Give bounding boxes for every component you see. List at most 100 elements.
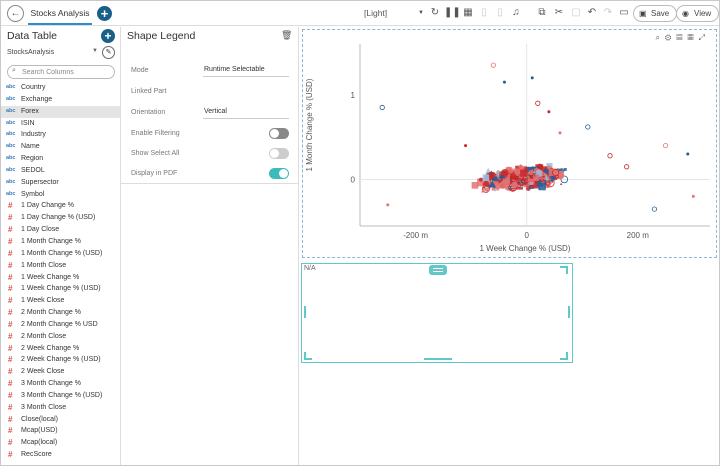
back-arrow-icon[interactable]: ← [7, 5, 24, 22]
enable-filtering-toggle[interactable] [269, 128, 289, 139]
y-axis-label: 1 Month Change % (USD) [305, 78, 314, 171]
data-table-panel: Data Table + StocksAnalysis ▼ ✎ ⌕ abc Cou… [1, 27, 121, 465]
search-columns: ⌕ [7, 65, 115, 79]
column-item[interactable]: #1 Week Change % (USD) [1, 283, 120, 295]
column-name: Industry [21, 131, 46, 139]
data-point [532, 170, 536, 174]
numeric-type-icon: # [8, 367, 13, 377]
trash-icon[interactable]: 🗑 [281, 30, 293, 40]
data-point [386, 203, 390, 207]
data-point [482, 177, 491, 186]
copy-icon[interactable]: ⧉ [538, 7, 546, 18]
undo-icon[interactable]: ↶ [587, 7, 597, 18]
column-name: SEDOL [21, 166, 45, 174]
column-name: 2 Week Close [21, 368, 65, 376]
pause-icon[interactable]: ❚❚ [444, 7, 461, 18]
dataset-name: StocksAnalysis [7, 49, 55, 56]
column-item[interactable]: abc Industry [1, 129, 120, 141]
column-item[interactable]: abc ISIN [1, 118, 120, 130]
column-name: 3 Month Change % [21, 380, 81, 388]
numeric-type-icon: # [8, 426, 13, 436]
save-button[interactable]: ▣ Save [633, 5, 678, 22]
column-item[interactable]: #1 Week Close [1, 295, 120, 307]
resize-handle-left[interactable] [304, 306, 306, 318]
column-item[interactable]: # RecScore [1, 449, 120, 461]
data-point [464, 144, 468, 148]
add-tab-button[interactable]: + [97, 6, 112, 21]
column-item[interactable]: #1 Month Change % (USD) [1, 248, 120, 260]
column-item[interactable]: abc Symbol [1, 189, 120, 201]
data-point [478, 177, 483, 182]
column-item[interactable]: abc Region [1, 153, 120, 165]
numeric-type-icon: # [8, 201, 13, 211]
column-item[interactable]: #1 Day Close [1, 224, 120, 236]
column-item[interactable]: abc Forex [1, 105, 120, 118]
column-item[interactable]: # Close(local) [1, 414, 120, 426]
column-item[interactable]: # Mcap(local) [1, 437, 120, 449]
show-select-all-toggle[interactable] [269, 148, 289, 159]
export-icon[interactable]: ▤ [676, 33, 688, 42]
expand-icon[interactable]: ⤢ [698, 33, 710, 42]
bell-icon[interactable]: ♫ [512, 7, 520, 18]
grid-icon[interactable]: ▦ [463, 7, 473, 18]
mode-select[interactable]: Runtime Selectable [203, 64, 289, 77]
theme-select[interactable]: [Light] ▼ [364, 4, 426, 22]
scissors-icon[interactable]: ✂ [554, 7, 564, 18]
column-item[interactable]: abc Country [1, 82, 120, 94]
column-item[interactable]: #2 Week Change % [1, 343, 120, 355]
column-item[interactable]: #2 Month Change % [1, 307, 120, 319]
move-handle[interactable] [429, 265, 447, 275]
column-item[interactable]: #1 Day Change % (USD) [1, 212, 120, 224]
column-item[interactable]: #2 Month Close [1, 331, 120, 343]
data-table-title: Data Table [7, 30, 58, 42]
table-icon[interactable]: ▦ [687, 33, 699, 42]
column-item[interactable]: #3 Month Change % [1, 378, 120, 390]
resize-corner-br[interactable] [560, 352, 568, 360]
text-type-icon: abc [6, 166, 16, 173]
column-name: 1 Day Change % (USD) [21, 214, 96, 222]
search-icon[interactable]: ⌕ [655, 33, 665, 42]
tab-stocks-analysis[interactable]: Stocks Analysis [28, 3, 92, 25]
redo-icon: ↷ [603, 7, 613, 18]
column-item[interactable]: #2 Week Close [1, 366, 120, 378]
column-item[interactable]: abc Name [1, 141, 120, 153]
column-item[interactable]: #1 Day Change % [1, 200, 120, 212]
column-name: Country [21, 84, 46, 91]
resize-handle-right[interactable] [568, 306, 570, 318]
eye-icon: ◉ [682, 9, 689, 18]
column-item[interactable]: #1 Week Change % [1, 272, 120, 284]
scatter-plot-part[interactable]: ⌕⚙▤▦⤢ -200 m 0 200 m 1 0 1 Week Change % (USD… [302, 29, 717, 258]
numeric-type-icon: # [8, 402, 13, 412]
dataset-dropdown-icon[interactable]: ▼ [92, 48, 98, 54]
shape-legend-part[interactable]: N/A [301, 263, 573, 363]
search-input[interactable] [22, 67, 110, 77]
data-point [528, 169, 534, 176]
column-name: Exchange [21, 95, 53, 103]
comment-icon[interactable]: ▭ [619, 7, 629, 18]
settings-icon[interactable]: ⚙ [664, 33, 677, 42]
resize-corner-bl[interactable] [304, 352, 312, 360]
column-item[interactable]: #1 Month Change % [1, 236, 120, 248]
column-item[interactable]: #3 Month Change % (USD) [1, 390, 120, 402]
shape-legend-panel: Shape Legend 🗑 Mode Runtime Selectable L… [121, 27, 299, 465]
add-column-button[interactable]: + [101, 29, 115, 43]
data-point [491, 186, 496, 191]
column-item[interactable]: # Mcap(USD) [1, 425, 120, 437]
column-item[interactable]: abc Exchange [1, 94, 120, 106]
column-item[interactable]: #3 Month Close [1, 402, 120, 414]
column-item[interactable]: #1 Month Close [1, 260, 120, 272]
data-point [477, 178, 485, 187]
column-item[interactable]: #2 Week Change % (USD) [1, 354, 120, 366]
data-point [662, 142, 669, 149]
data-point [495, 183, 501, 189]
view-button[interactable]: ◉ View [676, 5, 720, 22]
resize-corner-tr[interactable] [560, 266, 568, 274]
column-item[interactable]: #2 Month Change % USD [1, 319, 120, 331]
edit-dataset-icon[interactable]: ✎ [102, 46, 115, 59]
orientation-select[interactable]: Vertical [203, 106, 289, 119]
resize-handle-bottom[interactable] [424, 358, 452, 360]
refresh-icon[interactable]: ↻ [430, 7, 440, 18]
column-item[interactable]: abc SEDOL [1, 165, 120, 177]
column-item[interactable]: abc Supersector [1, 177, 120, 189]
display-in-pdf-toggle[interactable] [269, 168, 289, 179]
